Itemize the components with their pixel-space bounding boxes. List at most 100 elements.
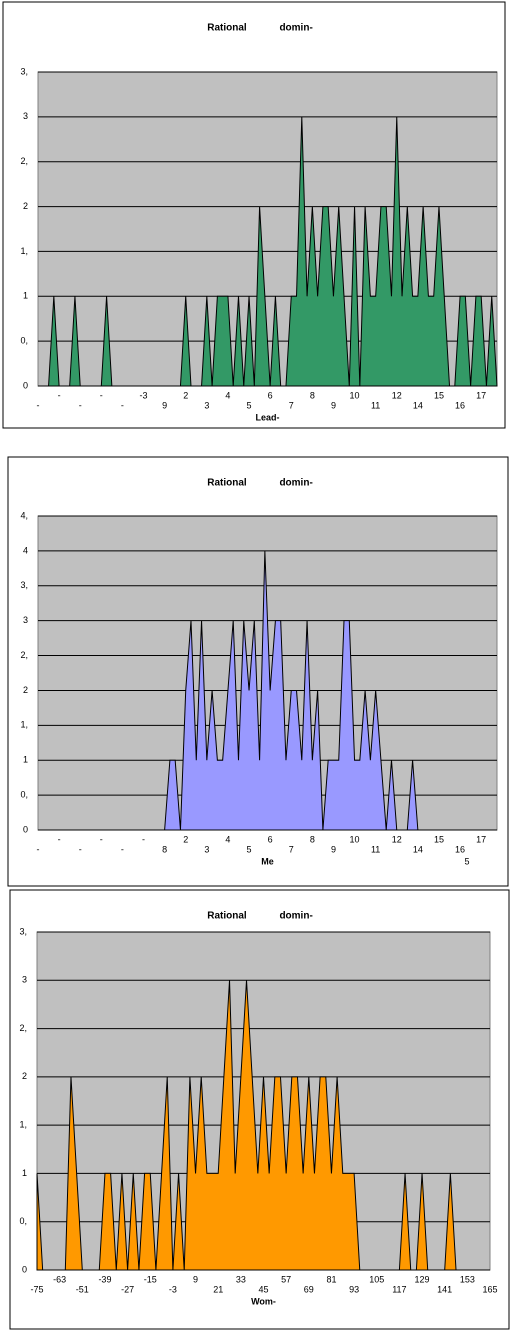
- y-tick-label: 3: [22, 975, 27, 985]
- x-tick-label: 7: [289, 400, 294, 410]
- x-tick-label: 6: [268, 390, 273, 400]
- x-tick-label: -: [121, 844, 124, 854]
- x-tick-label: -: [142, 834, 145, 844]
- x-tick-label: 9: [331, 400, 336, 410]
- x-tick-label: 105: [369, 1274, 384, 1284]
- x-tick-label: -: [37, 400, 40, 410]
- y-tick-label: 0: [23, 380, 28, 390]
- x-tick-label: 165: [482, 1284, 497, 1294]
- x-tick-label: -: [121, 400, 124, 410]
- x-tick-label: 12: [392, 834, 402, 844]
- x-tick-label: 6: [268, 834, 273, 844]
- x-tick-label: -: [100, 390, 103, 400]
- y-tick-label: 3: [23, 615, 28, 625]
- x-tick-label: 4: [225, 390, 230, 400]
- x-tick-label: 17: [476, 390, 486, 400]
- x-tick-label: 9: [193, 1274, 198, 1284]
- x-tick-label: 4: [225, 834, 230, 844]
- x-tick-label: -39: [98, 1274, 111, 1284]
- x-tick-label: -3: [140, 390, 148, 400]
- x-tick-label: 5: [247, 844, 252, 854]
- x-tick-label: 16: [455, 844, 465, 854]
- x-tick-label: 3: [204, 400, 209, 410]
- chart-title: Rational domin-: [207, 478, 313, 489]
- x-tick-label: 7: [289, 844, 294, 854]
- y-tick-label: 4,: [20, 510, 28, 520]
- x-tick-label: 8: [162, 844, 167, 854]
- x-tick-label: -3: [169, 1284, 177, 1294]
- x-tick-label: 141: [437, 1284, 452, 1294]
- x-tick-label: -15: [144, 1274, 157, 1284]
- y-tick-label: 3,: [20, 66, 28, 76]
- x-tick-label: -: [37, 844, 40, 854]
- y-tick-label: 4: [23, 545, 28, 555]
- chart-title: Rational domin-: [207, 911, 313, 922]
- x-tick-label: 57: [281, 1274, 291, 1284]
- x-tick-label: 10: [350, 834, 360, 844]
- area: [36, 980, 490, 1271]
- x-axis-title: Me: [261, 856, 274, 866]
- chart-frame: [2, 1, 506, 429]
- x-tick-label: 11: [371, 400, 380, 410]
- x-tick-label: 117: [392, 1284, 406, 1294]
- y-tick-label: 1: [22, 1168, 27, 1178]
- x-tick-label: -51: [76, 1284, 89, 1294]
- x-tick-label: 10: [350, 390, 360, 400]
- x-tick-label: 9: [331, 844, 336, 854]
- y-tick-label: 2,: [20, 156, 28, 166]
- y-tick-label: 3,: [19, 926, 27, 936]
- y-tick-label: 2,: [20, 650, 28, 660]
- x-tick-label: 8: [310, 834, 315, 844]
- y-tick-label: 0: [22, 1264, 27, 1274]
- x-tick-label: 12: [392, 390, 402, 400]
- y-tick-label: 3,: [20, 580, 28, 590]
- x-tick-label: 69: [304, 1284, 314, 1294]
- annotation: 5: [464, 856, 469, 866]
- x-tick-label: 2: [183, 834, 188, 844]
- x-tick-label: 3: [204, 844, 209, 854]
- y-tick-label: 1: [23, 755, 28, 765]
- x-tick-label: 17: [476, 834, 486, 844]
- x-tick-label: 129: [415, 1274, 430, 1284]
- x-tick-label: 8: [310, 390, 315, 400]
- x-tick-label: 11: [371, 844, 380, 854]
- y-tick-label: 1,: [19, 1120, 27, 1130]
- y-tick-label: 3: [23, 111, 28, 121]
- chart-frame: [9, 889, 510, 1330]
- x-tick-label: 81: [326, 1274, 336, 1284]
- x-tick-label: -63: [53, 1274, 66, 1284]
- y-tick-label: 2,: [19, 1023, 27, 1033]
- chart-frame: [7, 456, 509, 887]
- x-tick-label: 16: [455, 400, 465, 410]
- y-tick-label: 2: [22, 1071, 27, 1081]
- y-tick-label: 1: [23, 291, 28, 301]
- x-tick-label: -: [79, 844, 82, 854]
- x-tick-label: -: [58, 834, 61, 844]
- x-tick-label: 15: [434, 390, 444, 400]
- x-tick-label: 153: [460, 1274, 475, 1284]
- x-tick-label: 14: [413, 844, 423, 854]
- x-tick-label: -: [58, 390, 61, 400]
- x-axis-title: Wom-: [251, 1296, 276, 1306]
- x-tick-label: -: [100, 834, 103, 844]
- x-tick-label: 93: [349, 1284, 359, 1294]
- x-tick-label: -: [79, 400, 82, 410]
- y-tick-label: 2: [23, 685, 28, 695]
- x-tick-label: -27: [121, 1284, 134, 1294]
- y-tick-label: 1,: [20, 720, 28, 730]
- chart-title: Rational domin-: [207, 23, 313, 34]
- y-tick-label: 0,: [19, 1216, 27, 1226]
- y-tick-label: 2: [23, 201, 28, 211]
- x-tick-label: 5: [247, 400, 252, 410]
- y-tick-label: 1,: [20, 246, 28, 256]
- y-tick-label: 0,: [20, 789, 28, 799]
- y-tick-label: 0,: [20, 336, 28, 346]
- x-axis-title: Lead-: [255, 412, 279, 422]
- x-tick-label: 15: [434, 834, 444, 844]
- x-tick-label: 21: [213, 1284, 223, 1294]
- x-tick-label: 45: [258, 1284, 268, 1294]
- y-tick-label: 0: [23, 824, 28, 834]
- x-tick-label: -75: [30, 1284, 43, 1294]
- x-tick-label: 33: [236, 1274, 246, 1284]
